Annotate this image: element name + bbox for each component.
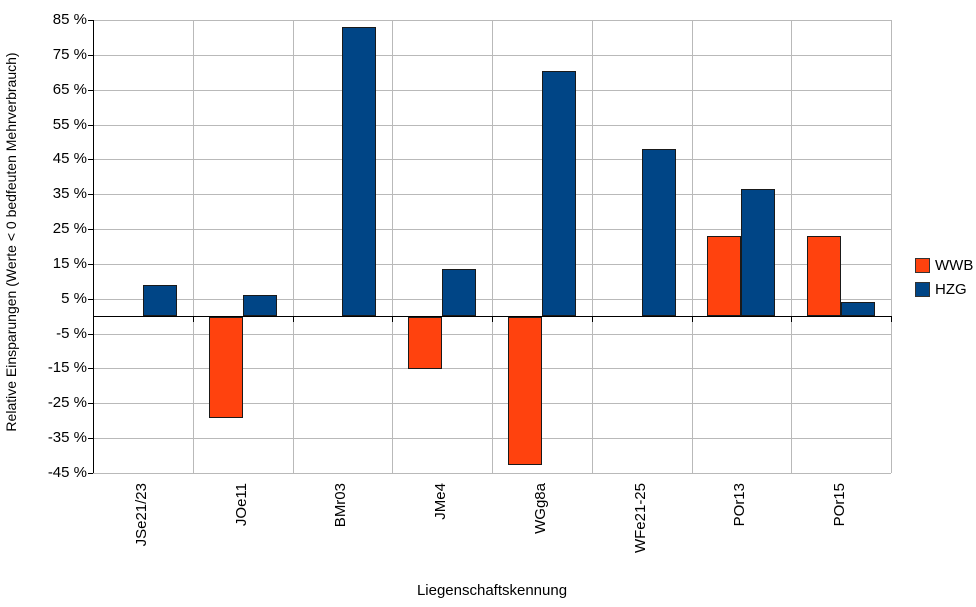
x-category-label: JSe21/23	[132, 483, 150, 547]
x-category-label: POr13	[731, 483, 749, 527]
y-tick-label: 35 %	[52, 185, 87, 203]
bar-WWB-JMe4	[408, 317, 443, 370]
y-tick-label: 85 %	[52, 11, 87, 28]
y-tick-label: -25 %	[47, 394, 87, 412]
bar-HZG-WGg8a	[541, 70, 576, 317]
y-axis-tick	[88, 159, 93, 161]
y-tick-label: -45 %	[47, 464, 87, 481]
v-gridline	[591, 20, 593, 473]
y-axis-line	[93, 20, 94, 473]
x-category-label: WGg8a	[531, 483, 549, 534]
x-axis-tick	[292, 316, 294, 323]
x-category-label: JMe4	[432, 483, 450, 520]
y-tick-label: 65 %	[52, 80, 87, 98]
bar-HZG-POr13	[741, 189, 776, 317]
bar-HZG-JMe4	[442, 269, 477, 317]
x-category-label: JOe11	[232, 483, 250, 527]
y-axis-tick	[88, 473, 93, 474]
legend: WWB HZG	[915, 258, 973, 297]
bar-WWB-POr13	[707, 236, 742, 317]
legend-swatch-icon	[915, 282, 930, 297]
y-axis-tick	[88, 54, 93, 56]
y-tick-label: -15 %	[47, 359, 87, 377]
v-gridline	[891, 20, 892, 473]
bar-HZG-POr15	[841, 302, 876, 317]
legend-label: WWB	[935, 257, 974, 274]
y-tick-label: 25 %	[52, 220, 87, 238]
y-tick-label: 5 %	[61, 289, 87, 307]
x-axis-tick	[791, 316, 793, 323]
x-axis-title: Liegenschaftskennung	[416, 582, 568, 599]
x-category-label: POr15	[831, 483, 849, 527]
y-tick-label: -35 %	[47, 429, 87, 447]
h-gridline	[93, 473, 891, 474]
y-axis-tick	[88, 124, 93, 126]
v-gridline	[791, 20, 793, 473]
x-category-label: WFe21-25	[631, 483, 649, 554]
x-axis-tick	[891, 316, 892, 323]
y-tick-label: 45 %	[52, 150, 87, 168]
legend-item-HZG: HZG	[915, 282, 973, 297]
legend-label: HZG	[935, 281, 967, 298]
legend-swatch-icon	[915, 258, 930, 273]
y-axis-title: Relative Einsparungen (Werte < 0 bedfeut…	[3, 52, 19, 432]
v-gridline	[492, 20, 493, 473]
bar-HZG-BMr03	[342, 26, 377, 317]
x-axis-tick	[591, 316, 593, 323]
x-axis-tick	[492, 316, 493, 323]
x-axis-tick	[392, 316, 394, 323]
x-axis-tick	[691, 316, 693, 323]
v-gridline	[392, 20, 394, 473]
y-axis-tick	[88, 368, 93, 370]
bar-HZG-JSe21/23	[142, 284, 177, 317]
y-tick-label: -5 %	[56, 324, 87, 342]
y-axis-tick	[88, 438, 93, 440]
y-axis-tick	[88, 333, 93, 335]
y-axis-tick	[88, 194, 93, 196]
y-tick-label: 55 %	[52, 115, 87, 133]
x-axis-zero-line	[93, 316, 891, 318]
v-gridline	[691, 20, 693, 473]
bar-WWB-WGg8a	[507, 317, 542, 466]
y-tick-label: 15 %	[52, 254, 87, 272]
y-axis-tick	[88, 298, 93, 300]
y-axis-tick	[88, 403, 93, 405]
bar-HZG-WFe21-25	[641, 148, 676, 317]
v-gridline	[192, 20, 194, 473]
y-axis-tick	[88, 229, 93, 231]
v-gridline	[292, 20, 294, 473]
y-axis-tick	[88, 89, 93, 91]
bar-WWB-POr15	[807, 236, 842, 317]
y-axis-tick	[88, 263, 93, 265]
y-axis-tick	[88, 20, 93, 21]
bar-HZG-JOe11	[242, 295, 277, 317]
x-category-label: BMr03	[332, 483, 350, 528]
legend-item-WWB: WWB	[915, 258, 973, 273]
x-axis-tick	[192, 316, 194, 323]
bar-WWB-JOe11	[208, 317, 243, 419]
y-tick-label: 75 %	[52, 45, 87, 63]
